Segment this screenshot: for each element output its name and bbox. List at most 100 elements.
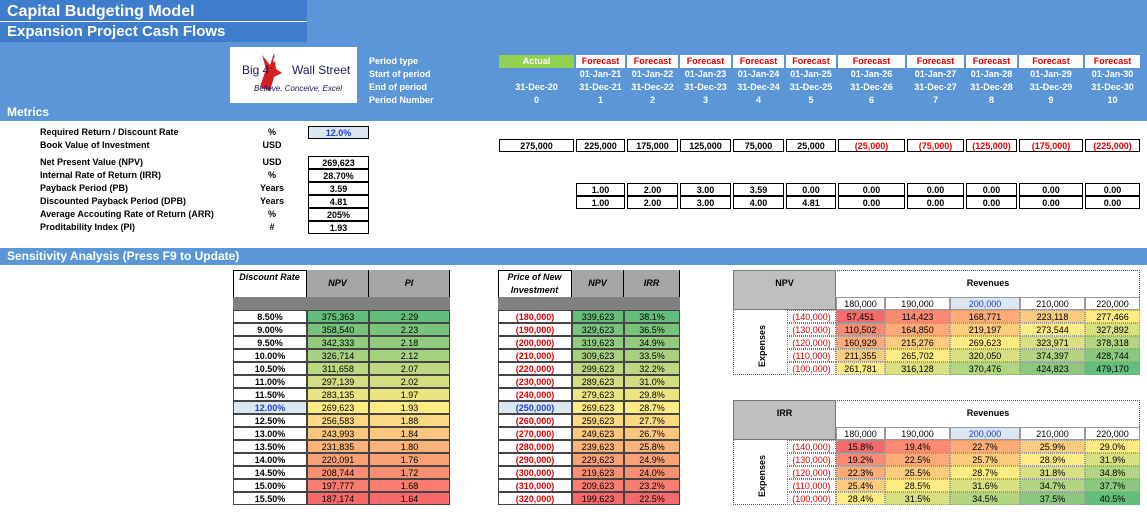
discounted-payback: 1.00 <box>576 196 625 209</box>
table-cell: 1.72 <box>369 466 450 479</box>
payback: 3.59 <box>733 183 784 196</box>
grid-cell: 269,623 <box>950 336 1020 349</box>
table-cell: 38.1% <box>624 310 680 323</box>
metric-value: 205% <box>308 208 369 221</box>
table-cell: 12.50% <box>233 414 307 427</box>
period-end: 31-Dec-27 <box>914 82 957 92</box>
period-number: 6 <box>868 95 874 105</box>
period-number: 5 <box>808 95 814 105</box>
book-value: (75,000) <box>907 139 964 152</box>
metric-label: Discounted Payback Period (DPB) <box>40 196 187 206</box>
table-cell: 208,744 <box>307 466 369 479</box>
timeline-label: Period type <box>369 56 419 66</box>
table-cell: 297,139 <box>307 375 369 388</box>
metric-value: 3.59 <box>308 182 369 195</box>
table-cell: (210,000) <box>498 349 572 362</box>
table-cell: (260,000) <box>498 414 572 427</box>
grid-row-label: (140,000) <box>787 310 836 323</box>
table-cell: (190,000) <box>498 323 572 336</box>
table-header: Discount Rate <box>233 270 307 297</box>
period-type: Forecast <box>907 55 964 68</box>
grid-cell: 19.2% <box>836 453 885 466</box>
grid-row-label: (110,000) <box>787 349 836 362</box>
period-start: 01-Jan-23 <box>684 69 727 79</box>
table-cell: 24.9% <box>624 453 680 466</box>
table-cell: (200,000) <box>498 336 572 349</box>
table-gray-row <box>233 297 450 310</box>
payback: 0.00 <box>1019 183 1083 196</box>
table-cell: 11.00% <box>233 375 307 388</box>
title: Capital Budgeting Model <box>7 3 195 20</box>
table-cell: 11.50% <box>233 388 307 401</box>
table-cell: 219,623 <box>572 466 624 479</box>
table-gray-row <box>498 297 680 310</box>
grid-cell: 28.4% <box>836 492 885 505</box>
table-cell: 375,363 <box>307 310 369 323</box>
discounted-payback: 0.00 <box>1085 196 1140 209</box>
payback: 1.00 <box>576 183 625 196</box>
grid-cell: 34.5% <box>950 492 1020 505</box>
table-cell: 22.5% <box>624 492 680 505</box>
grid-column: 200,000 <box>950 297 1020 310</box>
table-header: NPV <box>307 270 369 297</box>
table-cell: 1.97 <box>369 388 450 401</box>
grid-row-label: (120,000) <box>787 336 836 349</box>
grid-column: 220,000 <box>1085 297 1140 310</box>
table-cell: 28.7% <box>624 401 680 414</box>
grid-cell: 323,971 <box>1020 336 1085 349</box>
metric-label: Internal Rate of Return (IRR) <box>40 170 162 180</box>
book-value: (225,000) <box>1085 139 1140 152</box>
table-cell: 31.0% <box>624 375 680 388</box>
period-end: 31-Dec-23 <box>684 82 727 92</box>
table-cell: 259,623 <box>572 414 624 427</box>
grid-cell: 211,355 <box>836 349 885 362</box>
grid-row-header: Expenses <box>757 324 767 368</box>
discounted-payback: 2.00 <box>627 196 678 209</box>
table-cell: 13.00% <box>233 427 307 440</box>
table-cell: 1.80 <box>369 440 450 453</box>
table-cell: 283,135 <box>307 388 369 401</box>
table-cell: 199,623 <box>572 492 624 505</box>
table-cell: 32.2% <box>624 362 680 375</box>
grid-title: NPV <box>733 270 836 310</box>
metric-value: 28.70% <box>308 169 369 182</box>
table-cell: 229,623 <box>572 453 624 466</box>
book-value: 225,000 <box>576 139 625 152</box>
period-type: Forecast <box>966 55 1017 68</box>
grid-row-header: Expenses <box>757 454 767 498</box>
grid-cell: 25.4% <box>836 479 885 492</box>
grid-cell: 28.5% <box>885 479 950 492</box>
table-cell: 249,623 <box>572 427 624 440</box>
grid-cell: 57,451 <box>836 310 885 323</box>
table-cell: 13.50% <box>233 440 307 453</box>
period-number: 7 <box>932 95 938 105</box>
table-cell: 358,540 <box>307 323 369 336</box>
table-cell: 1.88 <box>369 414 450 427</box>
grid-cell: 110,502 <box>836 323 885 336</box>
table-cell: 29.8% <box>624 388 680 401</box>
table-cell: 14.50% <box>233 466 307 479</box>
period-number: 3 <box>702 95 708 105</box>
book-value: 175,000 <box>627 139 678 152</box>
subtitle-cell <box>0 22 307 42</box>
timeline-label: Start of period <box>369 69 431 79</box>
grid-cell: 34.8% <box>1085 466 1140 479</box>
grid-cell: 19.4% <box>885 440 950 453</box>
book-value: 25,000 <box>786 139 836 152</box>
discounted-payback: 0.00 <box>966 196 1017 209</box>
sensitivity-heading: Sensitivity Analysis (Press F9 to Update… <box>7 249 240 263</box>
metric-label: Required Return / Discount Rate <box>40 127 179 137</box>
payback: 0.00 <box>786 183 836 196</box>
subtitle: Expansion Project Cash Flows <box>7 23 226 40</box>
title-cell <box>0 0 307 22</box>
table-cell: 9.00% <box>233 323 307 336</box>
table-cell: 1.68 <box>369 479 450 492</box>
period-end: 31-Dec-26 <box>850 82 893 92</box>
grid-row-label: (100,000) <box>787 362 836 375</box>
table-cell: 1.64 <box>369 492 450 505</box>
grid-row-label: (130,000) <box>787 453 836 466</box>
grid-cell: 168,771 <box>950 310 1020 323</box>
period-type: Forecast <box>1085 55 1140 68</box>
sensitivity-band <box>0 248 1147 265</box>
table-cell: 239,623 <box>572 440 624 453</box>
